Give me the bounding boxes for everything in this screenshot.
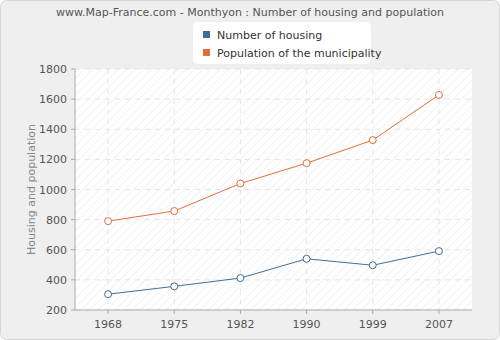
series-marker [237, 180, 244, 187]
legend-swatch [203, 31, 210, 38]
tick-mark [71, 129, 75, 130]
x-tick-label: 2007 [425, 318, 453, 331]
grid-line [240, 69, 241, 310]
series-group [105, 91, 443, 297]
grid-line [306, 69, 307, 310]
tick-mark [306, 310, 307, 314]
grid-line [75, 159, 472, 160]
series-marker [435, 248, 442, 255]
y-tick-label: 1000 [39, 184, 67, 197]
series-marker [105, 218, 112, 225]
x-tick-label: 1982 [226, 318, 254, 331]
series-marker [435, 91, 442, 98]
series-marker [303, 160, 310, 167]
series-marker [171, 283, 178, 290]
title: www.Map-France.com - Monthyon : Number o… [56, 6, 444, 19]
x-tick-label: 1968 [94, 318, 122, 331]
grid-line [75, 219, 472, 220]
tick-mark [71, 279, 75, 280]
tick-mark [372, 310, 373, 314]
y-tick-label: 1200 [39, 153, 67, 166]
grid-line [75, 279, 472, 280]
tick-mark [71, 249, 75, 250]
x-tick-label: 1999 [359, 318, 387, 331]
y-tick-label: 1800 [39, 63, 67, 76]
y-tick-label: 1600 [39, 93, 67, 106]
tick-mark [71, 189, 75, 190]
plot-hatch [75, 69, 472, 310]
background [1, 1, 500, 340]
y-tick-label: 600 [46, 244, 67, 257]
y-tick-label: 1400 [39, 123, 67, 136]
series-marker [369, 137, 376, 144]
grid-line [438, 69, 439, 310]
grid-line [75, 249, 472, 250]
y-axis [75, 69, 76, 310]
y-axis-label: Housing and population [25, 124, 38, 255]
series-marker [303, 255, 310, 262]
x-axis [75, 310, 472, 311]
plot-area [75, 69, 472, 310]
x-tick-label: 1975 [160, 318, 188, 331]
grid-line [108, 69, 109, 310]
tick-mark [71, 159, 75, 160]
tick-mark [71, 219, 75, 220]
series-line [108, 251, 439, 294]
y-tick-label: 400 [46, 274, 67, 287]
tick-mark [174, 310, 175, 314]
grid-line [75, 129, 472, 130]
legend-label: Population of the municipality [217, 47, 382, 60]
series-marker [369, 262, 376, 269]
y-tick-label: 200 [46, 304, 67, 317]
tick-mark [438, 310, 439, 314]
chart: www.Map-France.com - Monthyon : Number o… [0, 0, 500, 340]
tick-mark [108, 310, 109, 314]
legend-swatch [203, 49, 210, 56]
series-marker [171, 208, 178, 215]
tick-mark [71, 99, 75, 100]
y-tick-label: 800 [46, 214, 67, 227]
tick-mark [71, 310, 75, 311]
series-marker [237, 275, 244, 282]
grid-line [75, 69, 472, 70]
grid-line [75, 310, 472, 311]
tick-mark [240, 310, 241, 314]
series-marker [105, 291, 112, 298]
grid-line [174, 69, 175, 310]
grid-line [372, 69, 373, 310]
grid-line [75, 189, 472, 190]
grid-line [75, 99, 472, 100]
series-line [108, 95, 439, 221]
x-tick-label: 1990 [293, 318, 321, 331]
tick-mark [71, 69, 75, 70]
legend-label: Number of housing [217, 29, 322, 42]
